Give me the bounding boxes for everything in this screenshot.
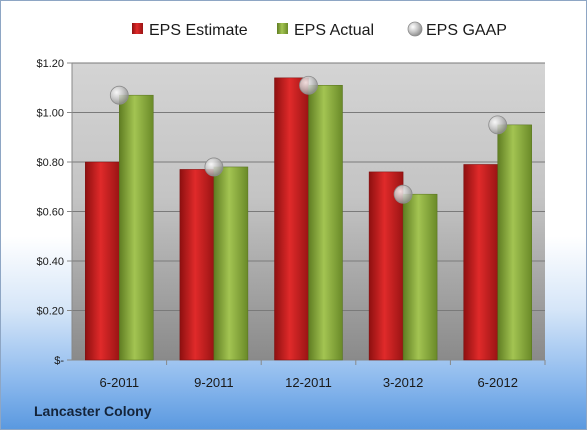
bar-eps-actual <box>497 124 532 361</box>
legend-swatch-eps-actual <box>277 23 288 34</box>
x-tick-label: 6-2011 <box>100 375 140 390</box>
legend-swatch-eps-gaap <box>407 21 423 37</box>
y-tick-label: $- <box>54 355 64 367</box>
bar-eps-estimate <box>463 164 498 361</box>
marker-eps-gaap <box>393 184 413 204</box>
legend-label: EPS Actual <box>294 22 374 39</box>
y-tick-label: $0.20 <box>36 306 64 318</box>
x-tick-label: 12-2011 <box>285 375 332 390</box>
y-tick-label: $1.20 <box>36 58 64 70</box>
company-label: Lancaster Colony <box>34 403 152 419</box>
bar-eps-actual <box>308 85 343 361</box>
legend-swatch-eps-estimate <box>132 23 143 34</box>
x-tick-label: 9-2011 <box>194 375 234 390</box>
y-tick-label: $0.40 <box>36 256 64 268</box>
y-tick-label: $1.00 <box>36 108 64 120</box>
x-tick-label: 3-2012 <box>383 375 423 390</box>
marker-eps-gaap <box>488 115 508 135</box>
bar-eps-estimate <box>274 77 309 361</box>
legend-label: EPS Estimate <box>149 22 248 39</box>
x-tick-label: 6-2012 <box>477 375 517 390</box>
bar-eps-estimate <box>368 171 404 361</box>
bar-eps-estimate <box>85 161 120 361</box>
marker-eps-gaap <box>204 157 224 177</box>
bar-eps-estimate <box>179 169 215 361</box>
bar-eps-actual <box>402 193 438 361</box>
bar-eps-actual <box>213 166 249 361</box>
bar-eps-actual <box>119 94 154 361</box>
marker-eps-gaap <box>109 85 129 105</box>
legend-label: EPS GAAP <box>426 22 507 39</box>
marker-eps-gaap <box>299 75 318 95</box>
y-tick-label: $0.80 <box>36 157 64 169</box>
y-tick-label: $0.60 <box>36 207 64 219</box>
